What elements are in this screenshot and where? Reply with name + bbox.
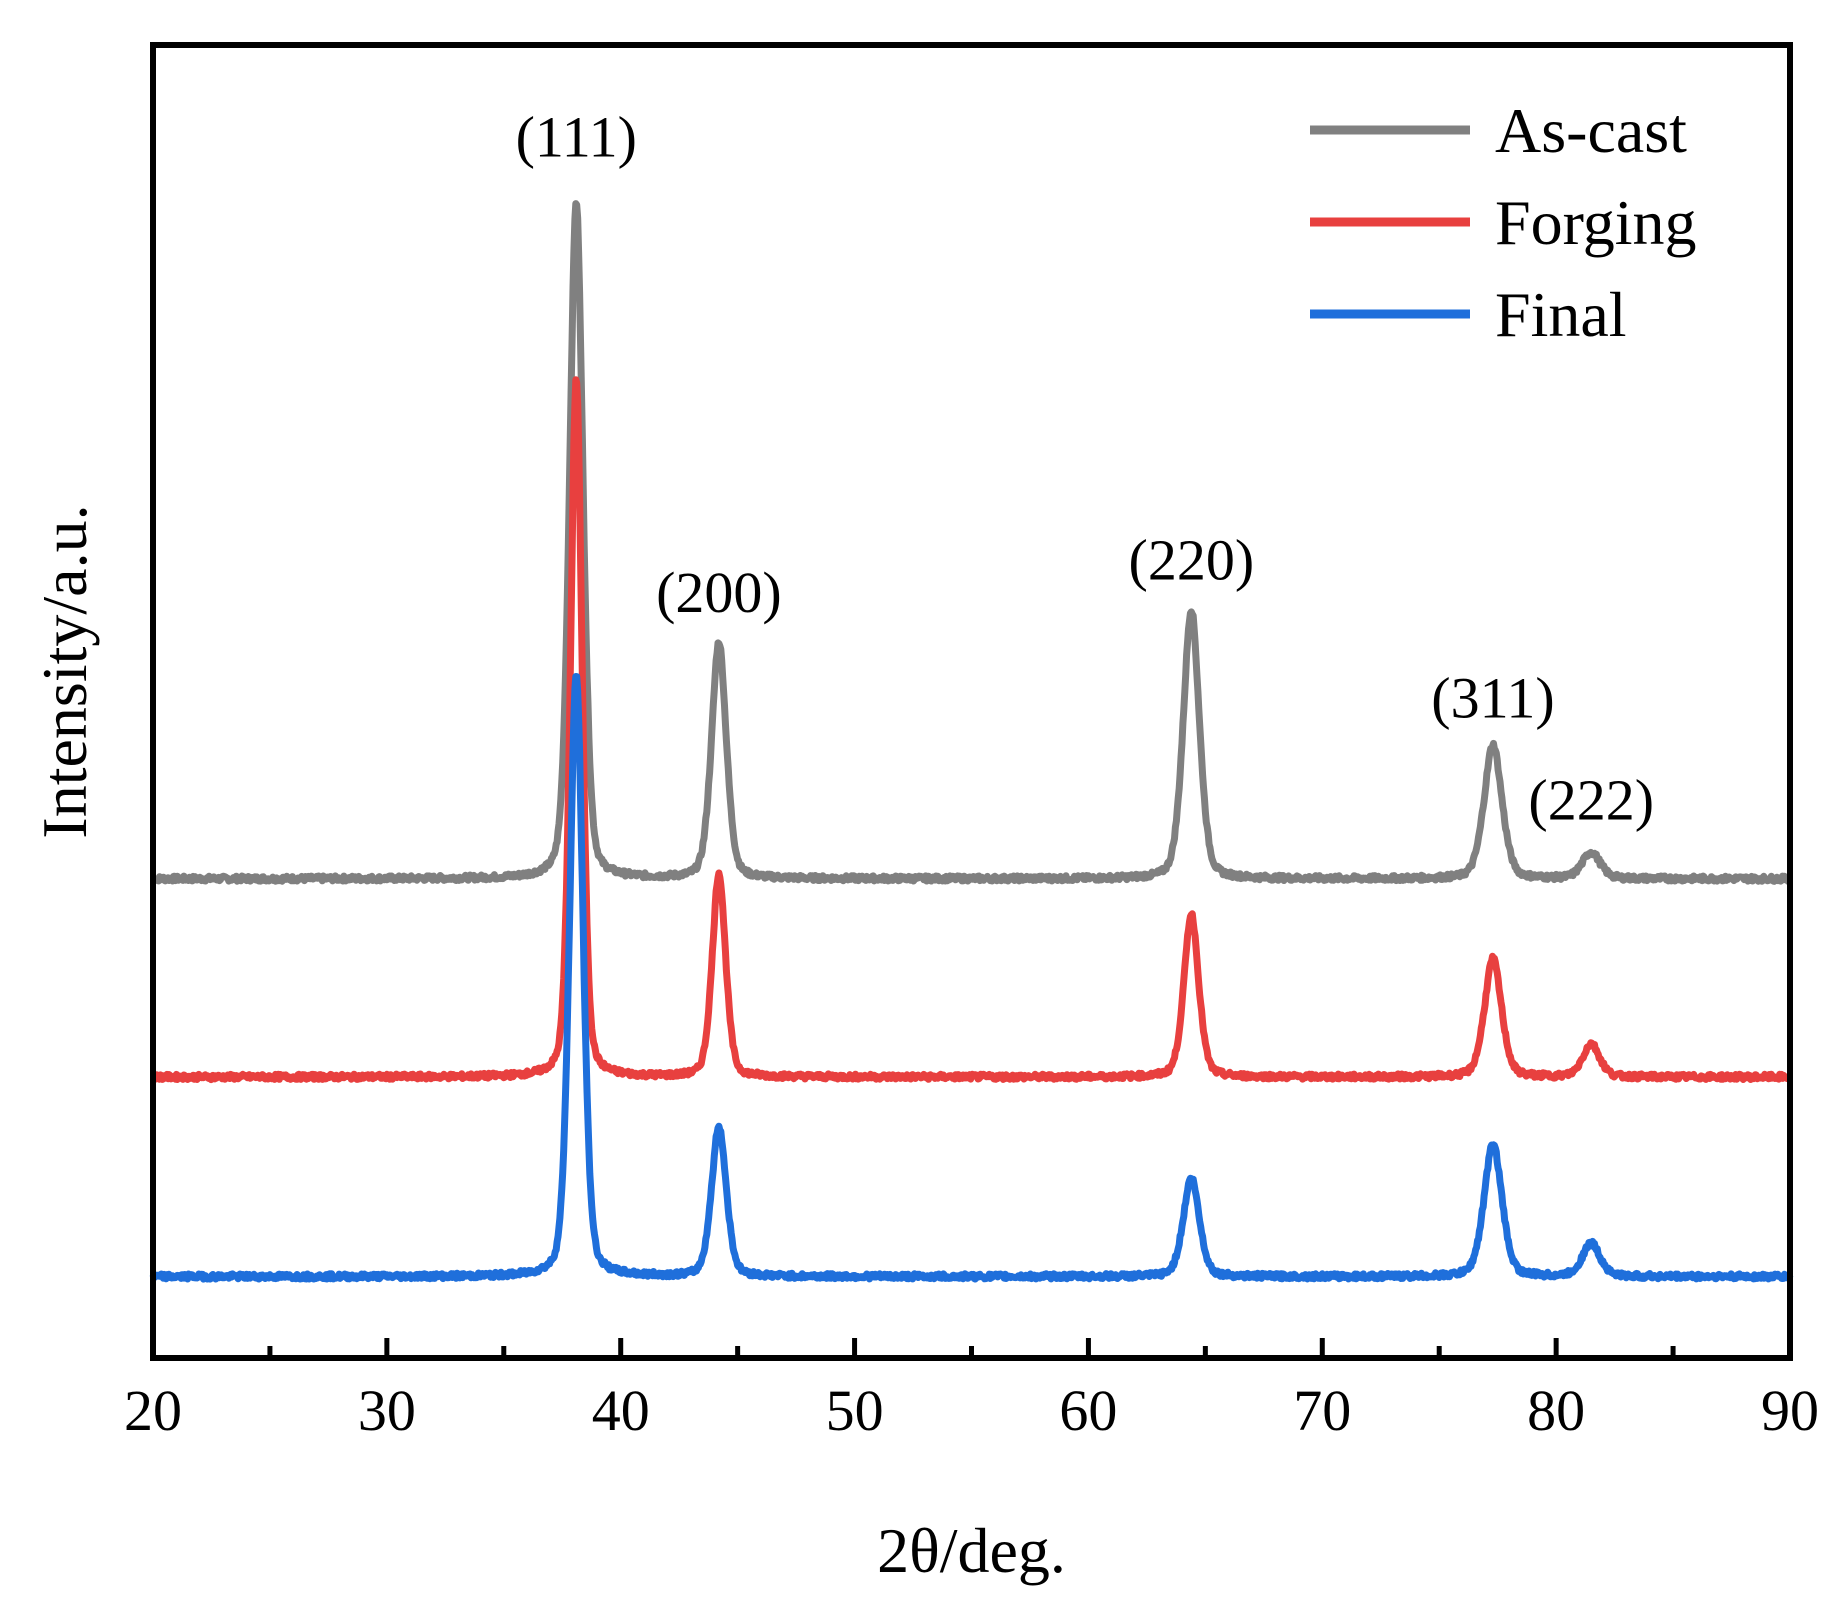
- legend: As-cast Forging Final: [1310, 95, 1697, 350]
- x-tick-label: 70: [1293, 1378, 1351, 1443]
- x-axis-title: 2θ/deg.: [877, 1515, 1066, 1586]
- x-tick-label: 20: [124, 1378, 182, 1443]
- series-line-final: [149, 673, 1794, 1283]
- x-tick-label: 50: [826, 1378, 884, 1443]
- series-layer: [149, 200, 1794, 1283]
- peak-label: (200): [656, 560, 782, 625]
- x-tick-label: 40: [592, 1378, 650, 1443]
- x-tick-label: 90: [1761, 1378, 1819, 1443]
- peak-label: (311): [1431, 665, 1554, 730]
- x-tick-label: 60: [1059, 1378, 1117, 1443]
- peak-annotations: (111) (200) (220) (311) (222): [516, 105, 1654, 833]
- peak-label: (222): [1528, 768, 1654, 833]
- x-axis-ticks: [267, 1338, 1676, 1358]
- x-tick-label: 80: [1527, 1378, 1585, 1443]
- peak-label: (220): [1129, 527, 1255, 592]
- legend-label-final: Final: [1495, 279, 1627, 350]
- peak-label: (111): [516, 105, 637, 170]
- series-line-forging: [149, 376, 1793, 1084]
- x-tick-label: 30: [358, 1378, 416, 1443]
- y-axis-title: Intensity/a.u.: [29, 504, 100, 838]
- series-line-as-cast: [150, 200, 1793, 885]
- legend-label-forging: Forging: [1495, 187, 1697, 258]
- legend-label-as-cast: As-cast: [1495, 95, 1687, 166]
- x-axis-tick-labels: 20 30 40 50 60 70 80 90: [124, 1378, 1819, 1443]
